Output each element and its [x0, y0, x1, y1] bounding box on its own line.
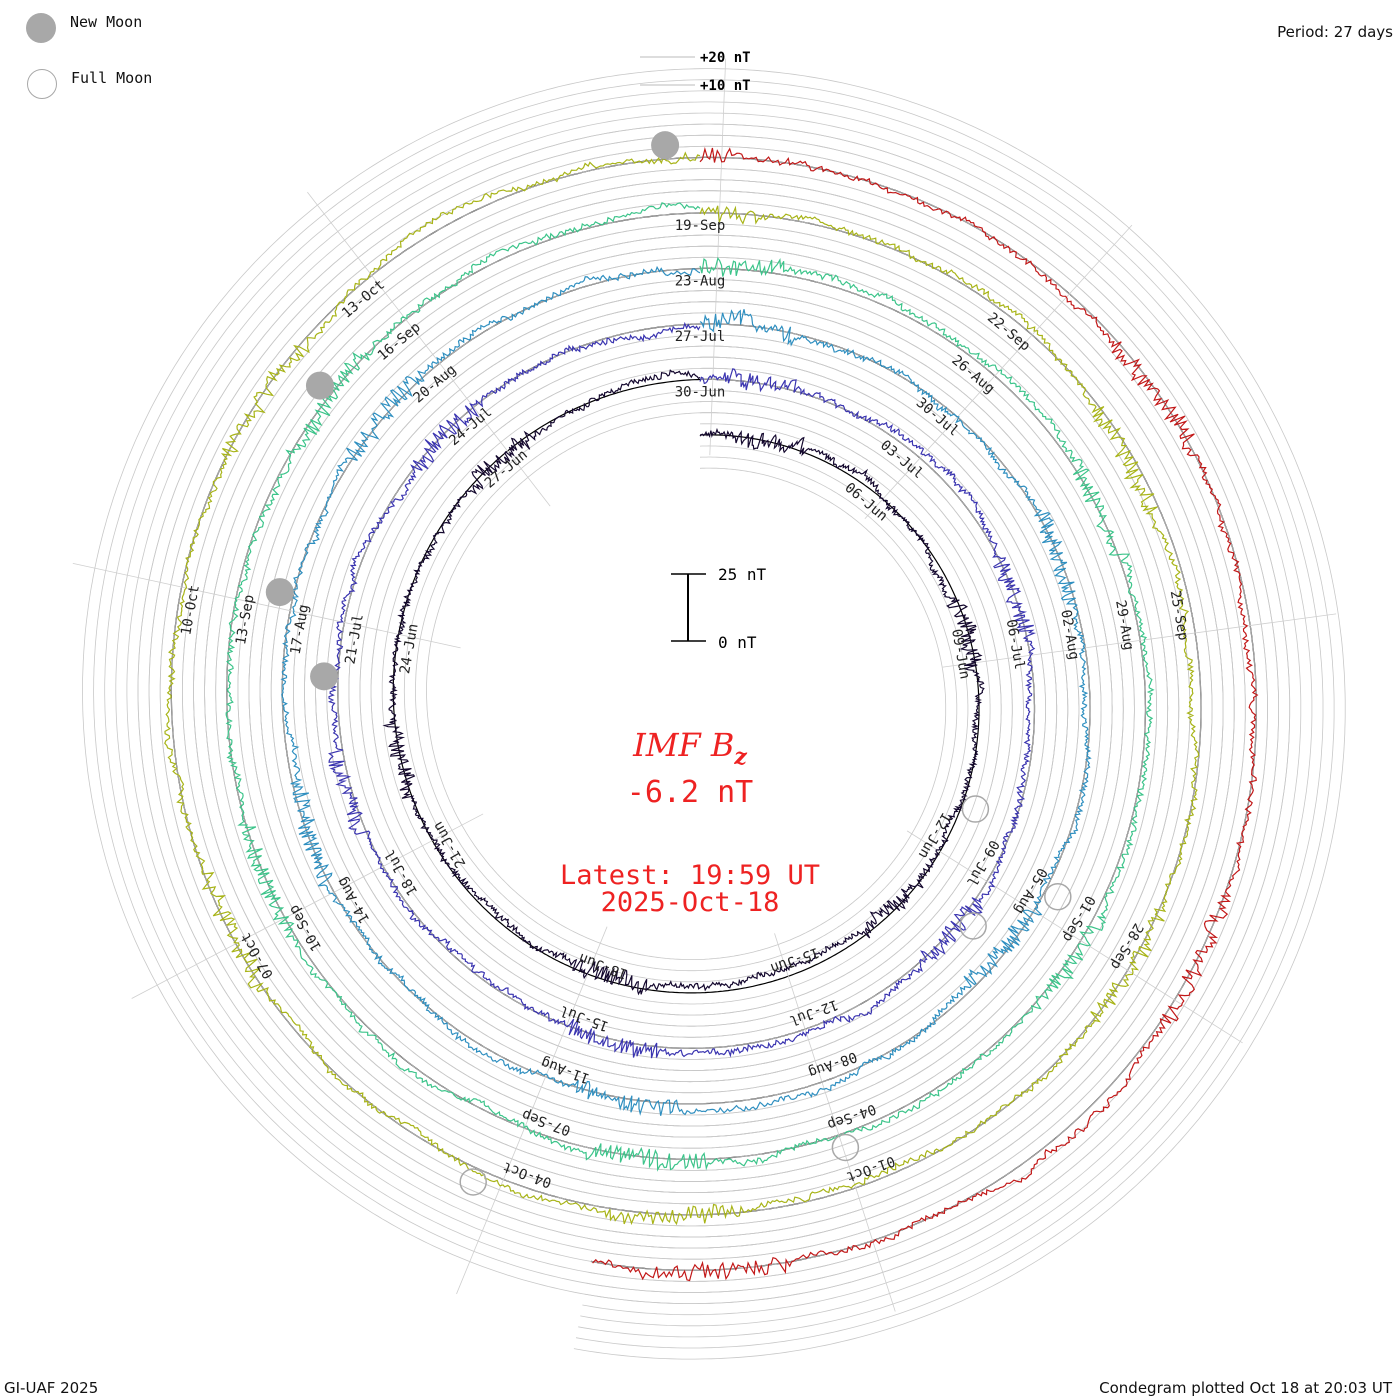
legend-new-moon-label: New Moon	[70, 13, 143, 31]
date-label: 16-Sep	[375, 319, 424, 364]
bz-trace-rotation-6	[592, 146, 1259, 1282]
date-label: 11-Aug	[539, 1054, 592, 1086]
imf-bz-title-main: IMF B	[633, 726, 735, 764]
legend-full-moon-label: Full Moon	[71, 69, 153, 87]
date-label: 12-Jul	[787, 996, 840, 1028]
date-label: 01-Oct	[844, 1152, 897, 1184]
legend-new-moon: New Moon	[26, 13, 142, 43]
grid-line	[126, 112, 1302, 1316]
ref-label-10: +10 nT	[700, 78, 751, 94]
bz-trace-rotation-1	[382, 369, 985, 996]
new-moon-marker	[265, 578, 294, 607]
date-label: 02-Aug	[1057, 609, 1082, 662]
latest-update: Latest: 19:59 UT 2025-Oct-18	[540, 862, 840, 916]
day-spoke	[131, 813, 484, 999]
new-moon-marker	[651, 131, 680, 160]
latest-time: Latest: 19:59 UT	[559, 860, 821, 891]
scale-bar-top-label: 25 nT	[718, 565, 767, 584]
full-moon-icon	[27, 69, 57, 99]
grid-line	[93, 79, 1335, 1349]
latest-date: 2025-Oct-18	[600, 887, 780, 918]
date-label: 15-Jul	[558, 1002, 611, 1034]
full-moon-marker	[961, 795, 990, 823]
day-spokes	[72, 58, 1337, 1312]
date-label: 23-Aug	[675, 274, 726, 290]
date-labels: 06-Jun09-Jun12-Jun15-Jun18-Jun21-Jun24-J…	[178, 218, 1191, 1190]
bz-trace-rotation-5	[164, 151, 1200, 1226]
date-label: 08-Aug	[806, 1048, 859, 1080]
day-spoke	[906, 830, 1243, 1044]
date-label: 22-Sep	[984, 310, 1033, 355]
date-label: 28-Sep	[1107, 920, 1146, 972]
spiral-grid	[82, 68, 1346, 1360]
date-label: 26-Aug	[948, 352, 997, 397]
date-label: 20-Aug	[410, 362, 459, 407]
period-label: Period: 27 days	[1277, 23, 1393, 41]
moon-markers	[265, 131, 1072, 1196]
full-moon-marker	[831, 1133, 860, 1162]
bz-trace-rotation-3	[280, 265, 1092, 1116]
date-label: 30-Jun	[675, 385, 726, 401]
grid-line	[104, 90, 1324, 1338]
ref-label-20: +20 nT	[700, 50, 751, 66]
footer-credit: GI-UAF 2025	[4, 1379, 99, 1397]
imf-bz-title: IMF Bz	[560, 726, 820, 770]
day-spoke	[709, 58, 727, 456]
scale-bar-bottom-label: 0 nT	[718, 633, 757, 652]
footer-plot-time: Condegram plotted Oct 18 at 20:03 UT	[1099, 1379, 1392, 1397]
imf-bz-title-subscript: z	[734, 744, 747, 770]
current-bz-value: -6.2 nT	[626, 775, 754, 810]
bz-trace-rotation-2	[327, 321, 1037, 1059]
date-label: 30-Jul	[913, 395, 962, 440]
day-spoke	[456, 926, 608, 1295]
full-moon-marker	[1044, 882, 1072, 911]
day-spoke	[774, 933, 896, 1312]
date-label: 10-Oct	[178, 584, 203, 637]
bz-traces	[164, 146, 1259, 1282]
full-moon-marker	[459, 1168, 487, 1196]
day-spoke	[864, 224, 1133, 520]
date-label: 25-Sep	[1167, 589, 1192, 642]
date-label: 04-Sep	[825, 1100, 878, 1132]
grid-line	[82, 68, 1346, 1360]
reference-labels: +20 nT +10 nT	[640, 50, 751, 94]
date-label: 21-Jul	[342, 613, 367, 666]
day-spoke	[72, 562, 461, 649]
date-label: 13-Oct	[339, 277, 388, 322]
full-moon-marker	[959, 912, 987, 940]
date-label: 15-Jun	[768, 944, 821, 976]
new-moon-icon	[26, 13, 56, 43]
date-label: 27-Jul	[675, 329, 726, 345]
day-spoke	[942, 613, 1337, 668]
scale-bar: 25 nT 0 nT	[671, 565, 767, 652]
legend-full-moon: Full Moon	[27, 69, 152, 99]
new-moon-marker	[310, 662, 339, 691]
bz-trace-rotation-4	[225, 202, 1155, 1172]
date-label: 07-Sep	[520, 1106, 573, 1138]
new-moon-marker	[305, 371, 334, 400]
date-label: 19-Sep	[675, 218, 726, 234]
